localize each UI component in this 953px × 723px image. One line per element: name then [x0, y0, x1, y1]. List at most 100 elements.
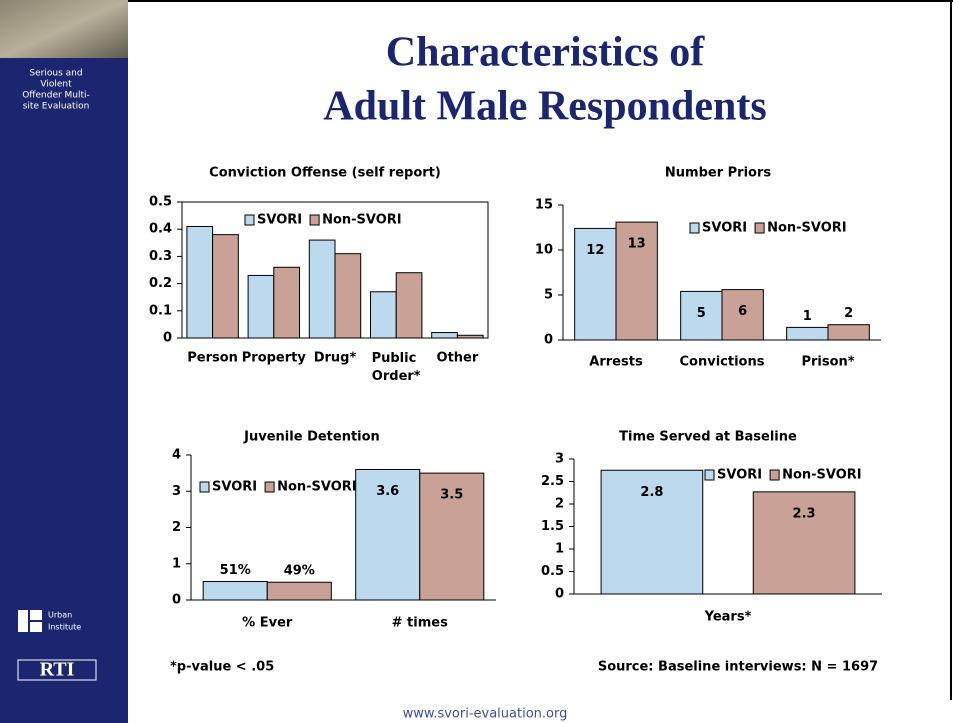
- legend-label: SVORI: [212, 480, 257, 495]
- y-tick-label: 15: [535, 198, 553, 213]
- bar: [308, 239, 336, 339]
- x-tick-label: Public Order*: [372, 351, 421, 384]
- x-tick-label: % Ever: [242, 616, 293, 631]
- x-tick-label: Convictions: [680, 355, 765, 370]
- sidebar-caption: Violent: [40, 80, 72, 90]
- data-label: 6: [738, 304, 747, 319]
- bar: [212, 234, 239, 339]
- bar: [680, 290, 723, 341]
- y-tick-label: 3: [555, 452, 564, 467]
- bar: [273, 266, 301, 339]
- bar: [721, 289, 764, 341]
- y-tick-label: 10: [535, 243, 553, 258]
- chart-title: Time Served at Baseline: [619, 430, 797, 445]
- chart-title: Conviction Offense (self report): [209, 166, 441, 181]
- y-tick-label: 0: [555, 587, 564, 602]
- y-tick-label: 0.3: [149, 249, 172, 264]
- footnote: *p-value < .05: [170, 660, 274, 675]
- sidebar-caption: site Evaluation: [23, 102, 90, 112]
- x-tick-label: Prison*: [801, 355, 854, 370]
- bar: [395, 272, 423, 339]
- bar: [827, 324, 870, 341]
- legend-swatch: [244, 214, 255, 226]
- bar: [615, 221, 658, 341]
- legend-swatch: [754, 222, 765, 234]
- x-tick-label: Other: [437, 351, 479, 366]
- legend-swatch: [769, 469, 780, 481]
- y-tick-label: 3: [172, 484, 181, 499]
- logo-text: Institute: [48, 623, 81, 632]
- legend-label: Non-SVORI: [277, 480, 357, 495]
- data-label: 3.5: [440, 488, 463, 503]
- y-tick-label: 2: [172, 520, 181, 535]
- data-label: 12: [586, 243, 604, 258]
- data-label: 51%: [220, 563, 251, 578]
- sidebar: [0, 0, 128, 723]
- bar: [431, 332, 458, 339]
- sidebar-caption: Serious and: [29, 69, 82, 79]
- legend-swatch: [704, 469, 715, 481]
- sidebar-caption: Offender Multi-: [22, 91, 90, 101]
- logo-shape: [18, 610, 28, 632]
- y-tick-label: 0: [172, 593, 181, 608]
- y-tick-label: 1: [555, 542, 564, 557]
- y-tick-label: 0.1: [149, 303, 172, 318]
- y-tick-label: 1: [172, 556, 181, 571]
- legend-label: SVORI: [702, 221, 747, 236]
- logo-shape: [17, 659, 97, 681]
- slide-title: Adult Male Respondents: [323, 84, 766, 130]
- y-tick-label: 0: [163, 331, 172, 346]
- data-label: 5: [697, 306, 706, 321]
- logo-text: Urban: [48, 611, 72, 620]
- y-tick-label: 0: [544, 333, 553, 348]
- y-tick-label: 0.2: [149, 276, 172, 291]
- slide-title: Characteristics of: [386, 30, 705, 76]
- bar: [355, 469, 421, 601]
- chart-title: Juvenile Detention: [243, 430, 380, 445]
- data-label: 1: [803, 309, 812, 324]
- data-label: 2: [844, 306, 853, 321]
- y-tick-label: 1.5: [541, 519, 564, 534]
- chart-title: Number Priors: [665, 166, 771, 181]
- legend-swatch: [309, 214, 320, 226]
- bar: [334, 253, 362, 339]
- data-label: 49%: [284, 564, 315, 579]
- y-tick-label: 0.5: [149, 195, 172, 210]
- bar: [202, 581, 268, 601]
- bar: [247, 274, 275, 339]
- legend-label: Non-SVORI: [322, 213, 402, 228]
- data-label: 3.6: [376, 484, 399, 499]
- y-tick-label: 0.5: [541, 564, 564, 579]
- legend-label: SVORI: [717, 468, 762, 483]
- plot-frame: [181, 201, 489, 339]
- bar: [786, 326, 829, 341]
- bar: [419, 472, 485, 601]
- data-label: 2.8: [640, 485, 663, 500]
- legend-swatch: [689, 222, 700, 234]
- logo-text: RTI: [40, 659, 75, 681]
- bar: [752, 491, 856, 595]
- y-tick-label: 5: [544, 288, 553, 303]
- legend-label: SVORI: [257, 213, 302, 228]
- bar: [186, 225, 214, 339]
- footer-url: www.svori-evaluation.org: [403, 707, 568, 722]
- sidebar-photo: [0, 0, 128, 58]
- logo-shape: [30, 622, 42, 632]
- logo-shape: [30, 610, 42, 620]
- urban-logo: Urban Institute: [18, 610, 81, 632]
- x-tick-label: # times: [392, 616, 448, 631]
- y-tick-label: 0.4: [149, 222, 172, 237]
- legend-label: Non-SVORI: [767, 221, 847, 236]
- legend-swatch: [199, 481, 210, 493]
- rti-logo: RTI: [17, 659, 97, 681]
- x-tick-label: Property: [242, 351, 307, 366]
- source-note: Source: Baseline interviews: N = 1697: [598, 660, 878, 675]
- x-tick-label: Person: [187, 351, 238, 366]
- y-tick-label: 2.5: [541, 474, 564, 489]
- legend-swatch: [264, 481, 275, 493]
- data-label: 13: [628, 237, 646, 252]
- x-tick-label: Years*: [704, 610, 752, 625]
- data-label: 2.3: [793, 506, 816, 521]
